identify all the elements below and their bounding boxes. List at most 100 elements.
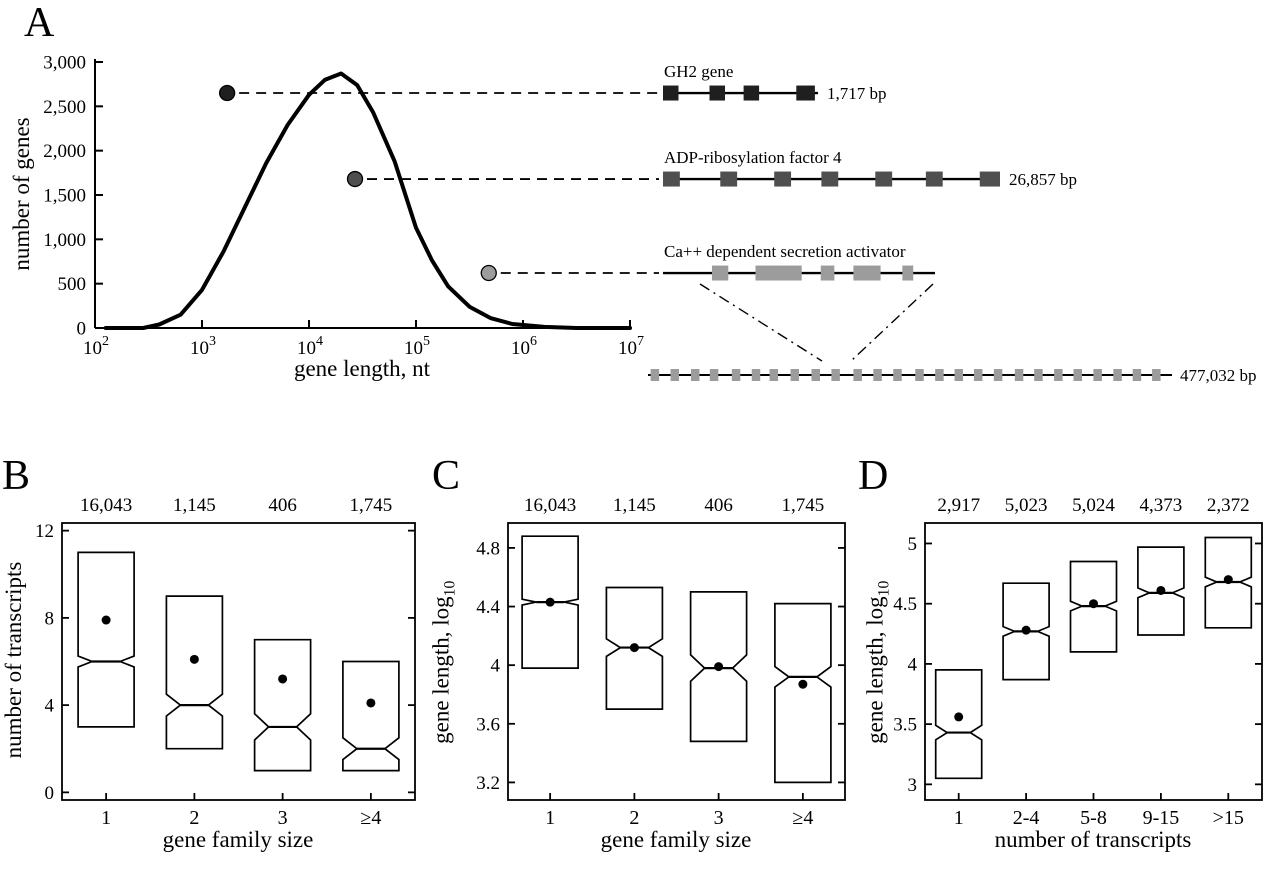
panel-c-ylabel-text: gene length, log — [428, 596, 454, 744]
x-tick-label: 103 — [190, 334, 216, 359]
exon-box — [711, 265, 729, 281]
y-tick-label: 4 — [45, 696, 55, 717]
y-tick-label: 1,500 — [43, 186, 86, 207]
gene-name-label: Ca++ dependent secretion activator — [664, 242, 906, 261]
mean-dot — [954, 712, 964, 722]
y-tick-label: 500 — [58, 274, 87, 295]
expanded-exon-box — [853, 369, 862, 381]
expanded-exon-box — [993, 369, 1003, 381]
x-tick-label: ≥4 — [792, 807, 813, 829]
y-tick-label: 3,000 — [43, 53, 86, 74]
x-tick-label: >15 — [1213, 807, 1244, 829]
count-label: 2,917 — [937, 495, 980, 516]
mean-dot — [1156, 585, 1166, 595]
exon-box — [925, 171, 943, 187]
panel-a-letter: A — [24, 0, 55, 46]
panel-a-ylabel-text: number of genes — [9, 117, 34, 271]
y-tick-label: 8 — [45, 608, 55, 629]
expanded-exon-box — [731, 369, 741, 381]
x-tick-label: 5-8 — [1080, 807, 1107, 829]
y-tick-label: 5 — [908, 534, 918, 555]
notched-box — [1204, 536, 1253, 629]
exon-box — [821, 171, 839, 187]
mean-dot — [714, 662, 724, 672]
expanded-exon-box — [973, 369, 983, 381]
exon-box — [774, 171, 792, 187]
expanded-exon-box — [935, 369, 944, 381]
expanded-exon-box — [1152, 369, 1161, 381]
mean-dot — [278, 674, 288, 684]
exon-box — [709, 85, 725, 101]
panel-c-plot: 3.2 3.6 4 4.4 4.8 1 16,043 2 1,145 3 406 ≥4 1,745 — [476, 495, 846, 829]
count-label: 4,373 — [1140, 495, 1183, 516]
count-label: 1,745 — [350, 495, 393, 516]
y-tick-label: 2,500 — [43, 97, 86, 118]
expanded-exon-box — [690, 369, 700, 381]
x-tick-label: 2-4 — [1013, 807, 1040, 829]
panel-b-xlabel: gene family size — [162, 827, 314, 852]
mean-dot — [366, 698, 376, 708]
y-tick-label: 0 — [77, 319, 87, 340]
mean-dot — [101, 615, 111, 625]
y-tick-label: 4.8 — [476, 538, 500, 559]
panel-d-ylabel: gene length, log10 — [863, 522, 894, 802]
zoom-line — [850, 283, 934, 362]
x-tick-label: ≥4 — [360, 807, 381, 829]
x-tick-label: 1 — [545, 807, 555, 829]
x-tick-label: 105 — [404, 334, 430, 359]
panel-c-xlabel: gene family size — [600, 827, 752, 852]
count-label: 1,745 — [782, 495, 825, 516]
panel-c-ylabel-sub: 10 — [441, 580, 459, 597]
expanded-exon-box — [790, 369, 800, 381]
exon-box — [755, 265, 802, 281]
panel-b-letter: B — [2, 453, 31, 499]
exon-box — [875, 171, 893, 187]
y-tick-label: 4.5 — [893, 594, 917, 615]
expanded-exon-box — [1034, 369, 1043, 381]
panel-d-letter: D — [858, 453, 889, 499]
exon-box — [796, 85, 815, 101]
mean-dot — [1223, 575, 1233, 585]
gene-length-label: 477,032 bp — [1180, 366, 1257, 385]
panel-d-xlabel: number of transcripts — [994, 827, 1192, 852]
x-tick-label: 2 — [189, 807, 199, 829]
count-label: 5,024 — [1072, 495, 1115, 516]
expanded-exon-box — [893, 369, 902, 381]
plot-frame — [924, 522, 1263, 801]
exon-box — [853, 265, 881, 281]
panel-c-letter: C — [432, 453, 461, 499]
y-tick-label: 4 — [491, 656, 501, 677]
panel-c-ylabel: gene length, log10 — [429, 522, 460, 802]
expanded-exon-box — [1054, 369, 1063, 381]
panel-a-plot: 0 500 1,000 1,500 2,000 2,500 3,000 102 103 104 10… — [43, 53, 1256, 386]
expanded-exon-box — [1093, 369, 1102, 381]
count-label: 5,023 — [1005, 495, 1048, 516]
notched-box — [605, 586, 664, 710]
gene-length-label: 1,717 bp — [827, 84, 887, 103]
expanded-exon-box — [1113, 369, 1122, 381]
count-label: 1,145 — [173, 495, 216, 516]
panel-a-xlabel: gene length, nt — [293, 356, 431, 381]
exon-box — [663, 85, 679, 101]
count-label: 2,372 — [1207, 495, 1250, 516]
expanded-exon-box — [811, 369, 820, 381]
x-tick-label: 9-15 — [1143, 807, 1180, 829]
notched-box — [253, 638, 312, 772]
notched-box — [1137, 546, 1185, 636]
x-tick-label: 102 — [83, 334, 109, 359]
mean-dot — [798, 679, 808, 689]
expanded-exon-box — [670, 369, 680, 381]
expanded-exon-box — [751, 369, 761, 381]
panel-b-ylabel: number of transcripts — [1, 520, 27, 800]
count-label: 16,043 — [524, 495, 576, 516]
panel-b-ylabel-text: number of transcripts — [1, 561, 26, 759]
notched-box — [77, 551, 135, 728]
count-label: 1,145 — [613, 495, 656, 516]
x-tick-label: 107 — [618, 334, 644, 359]
expanded-exon-box — [1014, 369, 1024, 381]
expanded-exon-box — [873, 369, 882, 381]
expanded-exon-box — [1132, 369, 1142, 381]
exon-box — [979, 171, 1000, 187]
